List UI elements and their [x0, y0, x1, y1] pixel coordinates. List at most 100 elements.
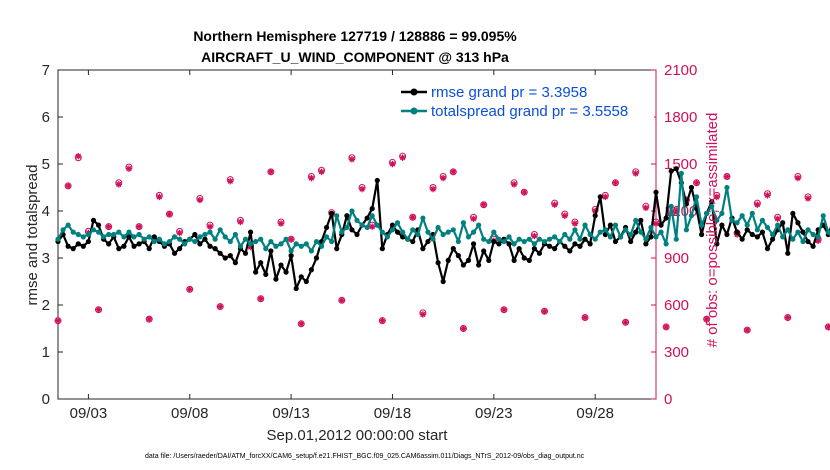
totalspread-point	[552, 234, 558, 240]
legend-label-spread: totalspread grand pr = 3.5558	[431, 103, 628, 120]
obs-assimilated-stroke	[399, 155, 406, 161]
totalspread-point	[521, 238, 527, 245]
totalspread-point	[136, 231, 142, 238]
totalspread-point	[820, 213, 826, 219]
totalspread-point	[212, 236, 218, 242]
totalspread-point	[410, 227, 416, 233]
obs-assimilated-stroke	[187, 286, 193, 293]
obs-assimilated-stroke	[602, 194, 609, 200]
obs-assimilated-marker	[196, 196, 204, 204]
totalspread-point	[790, 236, 796, 242]
totalspread-point	[268, 238, 274, 245]
totalspread-point	[658, 229, 664, 235]
totalspread-point	[303, 241, 309, 247]
obs-assimilated-stroke	[643, 205, 649, 211]
obs-assimilated-stroke	[278, 220, 284, 227]
totalspread-point	[582, 222, 588, 228]
obs-assimilated-stroke	[197, 197, 203, 203]
rmse-point	[567, 248, 573, 254]
obs-assimilated-marker	[612, 179, 619, 186]
totalspread-point	[678, 170, 684, 176]
rmse-point	[136, 241, 142, 247]
obs-assimilated-marker	[348, 156, 356, 163]
legend-marker-spread	[410, 107, 418, 115]
rmse-point	[800, 229, 806, 235]
totalspread-point	[242, 236, 249, 242]
obs-assimilated-marker	[338, 297, 345, 304]
obs-assimilated-stroke	[480, 202, 487, 208]
obs-assimilated-stroke	[572, 220, 578, 227]
rmse-point	[308, 267, 314, 273]
totalspread-point	[151, 238, 157, 245]
totalspread-point	[587, 231, 593, 238]
obs-assimilated-marker	[825, 323, 830, 331]
totalspread-point	[628, 231, 634, 238]
y-axis-left: 0 1 2 3 4 5 6 7	[42, 62, 63, 408]
totalspread-point	[815, 234, 821, 240]
obs-assimilated-stroke	[744, 327, 750, 333]
rmse-point	[749, 231, 755, 238]
totalspread-point	[754, 227, 760, 233]
obs-assimilated-marker	[399, 154, 406, 161]
obs-assimilated-stroke	[531, 233, 538, 239]
totalspread-point	[546, 236, 553, 242]
obs-assimilated-marker	[95, 306, 102, 313]
obs-assimilated-marker	[206, 223, 214, 230]
totalspread-point	[217, 227, 223, 233]
y-axis-right-label: # of obs: o=possible; ×=assimilated	[704, 113, 721, 348]
totalspread-point	[780, 234, 786, 240]
rmse-point	[258, 260, 264, 266]
obs-assimilated-marker	[652, 220, 660, 227]
obs-assimilated-stroke	[663, 324, 669, 330]
obs-assimilated-marker	[257, 295, 264, 302]
rmse-point	[445, 257, 451, 263]
obs-assimilated-stroke	[207, 223, 213, 230]
totalspread-point	[313, 238, 320, 245]
rmse-point	[329, 210, 335, 216]
totalspread-point	[612, 222, 619, 228]
rmse-point	[207, 243, 213, 249]
totalspread-point	[491, 229, 497, 235]
obs-assimilated-marker	[298, 320, 305, 327]
rmse-point	[217, 250, 223, 256]
totalspread-point	[318, 243, 325, 249]
totalspread-point	[526, 236, 532, 242]
obs-assimilated-marker	[429, 185, 437, 193]
chart-title-line1: Northern Hemisphere 127719 / 128886 = 99…	[193, 28, 517, 44]
rmse-point	[790, 210, 796, 216]
totalspread-point	[323, 234, 330, 240]
totalspread-point	[638, 229, 644, 235]
rmse-point	[344, 213, 350, 219]
totalspread-point	[187, 236, 193, 242]
totalspread-point	[273, 243, 279, 249]
obs-assimilated-stroke	[774, 216, 781, 222]
rmse-point	[268, 248, 274, 254]
obs-assimilated-marker	[693, 179, 700, 186]
rmse-point	[785, 250, 791, 256]
obs-assimilated-marker	[500, 306, 508, 313]
totalspread-point	[237, 243, 244, 249]
totalspread-point	[288, 248, 294, 254]
obs-assimilated-stroke	[75, 153, 81, 159]
obs-assimilated-marker	[662, 323, 670, 331]
totalspread-point	[435, 224, 441, 231]
obs-assimilated-stroke	[176, 230, 183, 236]
rmse-point	[425, 238, 431, 245]
rmse-point	[531, 246, 537, 252]
totalspread-point	[557, 238, 563, 245]
x-tick-label: 09/08	[171, 405, 209, 422]
totalspread-point	[810, 231, 816, 238]
totalspread-point	[643, 236, 649, 242]
rmse-point	[298, 274, 304, 280]
rmse-point	[673, 166, 679, 172]
obs-assimilated-marker	[602, 193, 609, 201]
totalspread-point	[293, 241, 299, 247]
obs-assimilated-stroke	[166, 211, 173, 217]
totalspread-point	[227, 238, 233, 245]
rmse-point	[486, 257, 492, 263]
obs-assimilated-marker	[318, 168, 325, 176]
obs-assimilated-marker	[460, 325, 467, 332]
totalspread-point	[253, 238, 259, 245]
rmse-point	[450, 246, 456, 252]
